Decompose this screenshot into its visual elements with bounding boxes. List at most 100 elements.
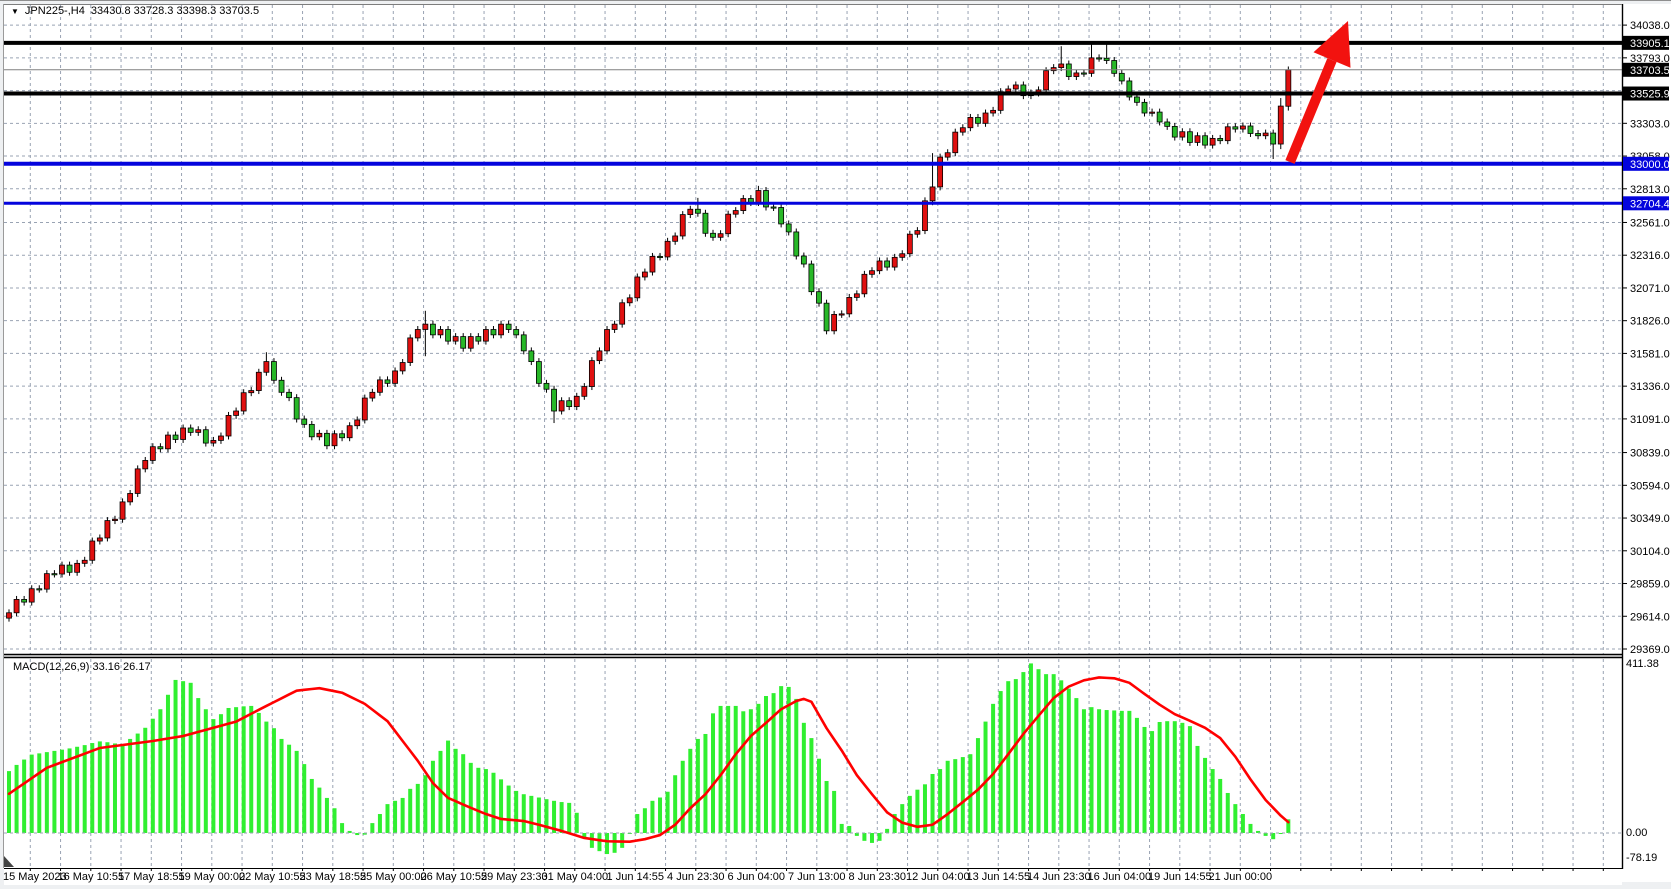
- time-label: 23 May 18:55: [299, 871, 366, 883]
- candle: [664, 240, 671, 258]
- candle: [505, 323, 512, 330]
- candle: [831, 314, 838, 332]
- candle: [142, 460, 149, 470]
- candle: [96, 537, 103, 542]
- candle: [536, 361, 542, 384]
- candle: [619, 302, 626, 325]
- macd-histogram-bar: [158, 709, 163, 833]
- macd-histogram-bar: [771, 693, 776, 833]
- macd-histogram-bar: [960, 757, 965, 833]
- candle: [1126, 80, 1133, 98]
- macd-histogram-bar: [1074, 698, 1079, 833]
- candle: [392, 370, 398, 384]
- macd-histogram-bar: [1210, 769, 1215, 833]
- macd-histogram-bar: [1240, 814, 1245, 833]
- macd-histogram-bar: [90, 743, 95, 833]
- macd-histogram-bar: [1172, 721, 1177, 833]
- macd-histogram-bar: [854, 833, 859, 836]
- macd-histogram-bar: [703, 733, 708, 833]
- candle: [308, 423, 315, 438]
- macd-histogram-bar: [52, 750, 57, 833]
- price-tick-label: 32813.0: [1630, 184, 1670, 196]
- candle: [611, 323, 618, 330]
- macd-histogram-bar: [1278, 833, 1283, 834]
- candle: [1262, 132, 1269, 137]
- candle: [1209, 138, 1216, 146]
- candle: [127, 493, 134, 503]
- price-tick-label: 30839.0: [1630, 448, 1670, 460]
- macd-histogram-bar: [324, 797, 329, 833]
- time-label: 31 May 04:00: [541, 871, 608, 883]
- macd-histogram-bar: [234, 707, 239, 833]
- candle: [755, 190, 762, 203]
- macd-histogram-bar: [181, 681, 186, 833]
- candle: [1012, 84, 1019, 90]
- macd-histogram-bar: [1066, 688, 1071, 833]
- price-badge: [1623, 62, 1669, 77]
- chevron-down-icon[interactable]: ▼: [11, 7, 19, 16]
- macd-histogram-bar: [370, 823, 375, 833]
- macd-histogram-bar: [1165, 721, 1170, 833]
- macd-histogram-bar: [567, 802, 572, 833]
- macd-scale-min: -78.19: [1626, 852, 1658, 864]
- candle: [732, 210, 739, 215]
- macd-histogram-bar: [991, 703, 996, 833]
- macd-histogram-bar: [150, 718, 155, 833]
- trend-arrow-shaft[interactable]: [1285, 58, 1337, 164]
- candle: [89, 540, 96, 561]
- candle: [1134, 96, 1140, 103]
- trend-arrow-head[interactable]: [1313, 21, 1351, 68]
- macd-histogram-bar: [59, 749, 64, 833]
- price-tick-label: 29859.0: [1630, 579, 1670, 591]
- time-label: 12 Jun 04:00: [906, 871, 970, 883]
- candle: [770, 206, 777, 209]
- macd-histogram-bar: [461, 754, 466, 833]
- macd-histogram-bar: [120, 744, 125, 833]
- candle: [543, 382, 550, 390]
- candle: [884, 260, 891, 268]
- price-badge: [1623, 196, 1669, 211]
- macd-histogram-bar: [14, 764, 19, 833]
- macd-histogram-bar: [938, 769, 943, 833]
- candle: [301, 418, 308, 425]
- macd-histogram-bar: [809, 738, 814, 833]
- macd-histogram-bar: [862, 833, 867, 841]
- candle: [112, 518, 118, 521]
- candle: [1141, 101, 1148, 114]
- price-badge-label: 32704.4: [1630, 198, 1670, 210]
- candle: [437, 329, 444, 336]
- panel-separator[interactable]: [4, 654, 1622, 658]
- candle: [1058, 63, 1065, 68]
- macd-histogram-bar: [915, 789, 920, 833]
- macd-histogram-bar: [779, 686, 784, 833]
- macd-histogram-bar: [529, 795, 534, 833]
- trend-arrow[interactable]: [1285, 21, 1351, 164]
- time-label: 4 Jun 23:30: [667, 871, 725, 883]
- macd-histogram-bar: [741, 711, 746, 833]
- macd-histogram-bar: [794, 698, 799, 833]
- price-tick-label: 30104.0: [1630, 546, 1670, 558]
- macd-histogram-bar: [552, 800, 557, 833]
- macd-indicator-label: MACD(12,26,9) 33.16 26.17: [13, 661, 151, 673]
- price-tick-label: 30349.0: [1630, 513, 1670, 525]
- macd-histogram-bar: [975, 738, 980, 833]
- macd-histogram-bar: [1157, 722, 1162, 833]
- panel-resize-grip[interactable]: [4, 856, 14, 867]
- macd-histogram-bar: [105, 742, 110, 833]
- macd-histogram-bar: [658, 797, 663, 833]
- macd-histogram-bar: [688, 748, 693, 833]
- macd-histogram-bar: [37, 753, 42, 833]
- candle: [271, 361, 277, 381]
- candle: [278, 379, 285, 393]
- macd-histogram-bar: [1119, 710, 1124, 833]
- macd-histogram-bar: [430, 760, 435, 833]
- macd-histogram-bar: [673, 775, 678, 833]
- candle: [490, 329, 497, 336]
- macd-histogram-bar: [930, 773, 935, 833]
- macd-histogram-bar: [423, 775, 428, 833]
- candle: [914, 230, 921, 235]
- macd-histogram-bar: [75, 746, 80, 833]
- macd-histogram-bar: [128, 738, 133, 833]
- price-tick-label: 33793.0: [1630, 53, 1670, 65]
- macd-histogram-bar: [536, 797, 541, 833]
